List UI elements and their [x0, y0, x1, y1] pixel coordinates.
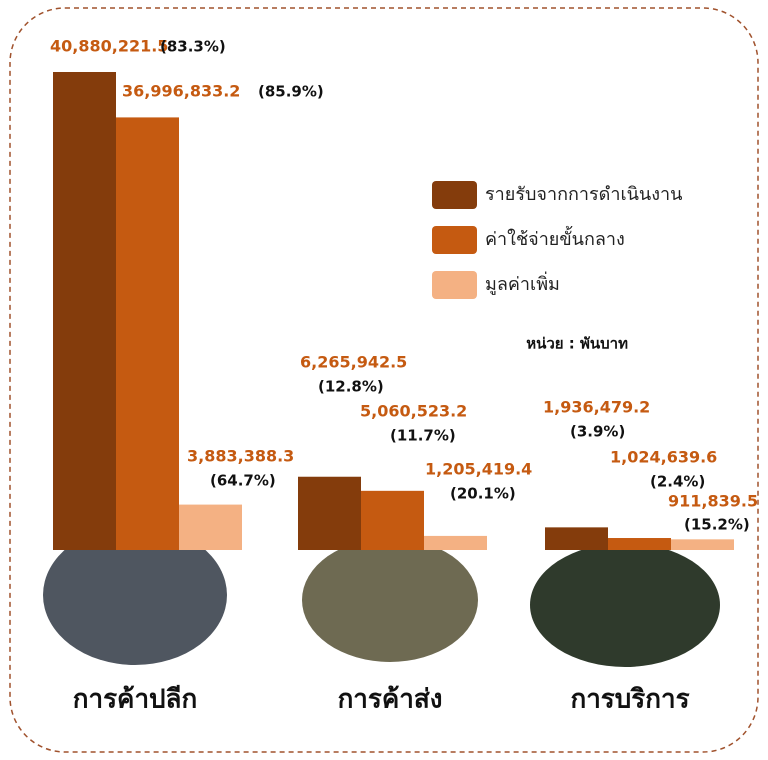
share-label: (15.2%)	[684, 516, 750, 534]
bar	[179, 504, 242, 550]
bar	[424, 535, 487, 550]
bar	[545, 527, 608, 550]
share-label: (85.9%)	[258, 83, 324, 101]
unit-note: หน่วย : พันบาท	[526, 335, 628, 353]
bar	[361, 490, 424, 550]
category-label: การค้าส่ง	[338, 685, 443, 715]
service-illustration	[530, 543, 720, 667]
wholesale-illustration	[302, 538, 478, 662]
frame	[9, 7, 759, 753]
bar	[608, 538, 671, 550]
bar	[298, 476, 361, 550]
share-label: (20.1%)	[450, 485, 516, 503]
legend-label: รายรับจากการดำเนินงาน	[485, 184, 682, 205]
bar	[671, 539, 734, 550]
legend-swatch	[432, 181, 477, 209]
legend-swatch	[432, 226, 477, 254]
category-label: การค้าปลีก	[73, 685, 197, 715]
value-label: 911,839.5	[668, 492, 758, 511]
value-label: 6,265,942.5	[300, 353, 407, 372]
category-label: การบริการ	[570, 685, 689, 715]
legend-swatch	[432, 271, 477, 299]
bar	[116, 117, 179, 550]
value-label: 40,880,221.5	[50, 37, 168, 56]
share-label: (3.9%)	[570, 423, 625, 441]
legend-label: ค่าใช้จ่ายขั้นกลาง	[485, 226, 625, 250]
value-label: 1,024,639.6	[610, 448, 717, 467]
share-label: (12.8%)	[318, 378, 384, 396]
legend-label: มูลค่าเพิ่ม	[485, 271, 560, 295]
share-label: (11.7%)	[390, 427, 456, 445]
value-label: 1,205,419.4	[425, 460, 532, 479]
value-label: 1,936,479.2	[543, 398, 650, 417]
share-label: (64.7%)	[210, 472, 276, 490]
share-label: (2.4%)	[650, 473, 705, 491]
retail-illustration	[43, 525, 227, 665]
share-label: (83.3%)	[160, 38, 226, 56]
value-label: 3,883,388.3	[187, 447, 294, 466]
bar	[53, 72, 116, 550]
value-label: 5,060,523.2	[360, 402, 467, 421]
value-label: 36,996,833.2	[122, 82, 240, 101]
